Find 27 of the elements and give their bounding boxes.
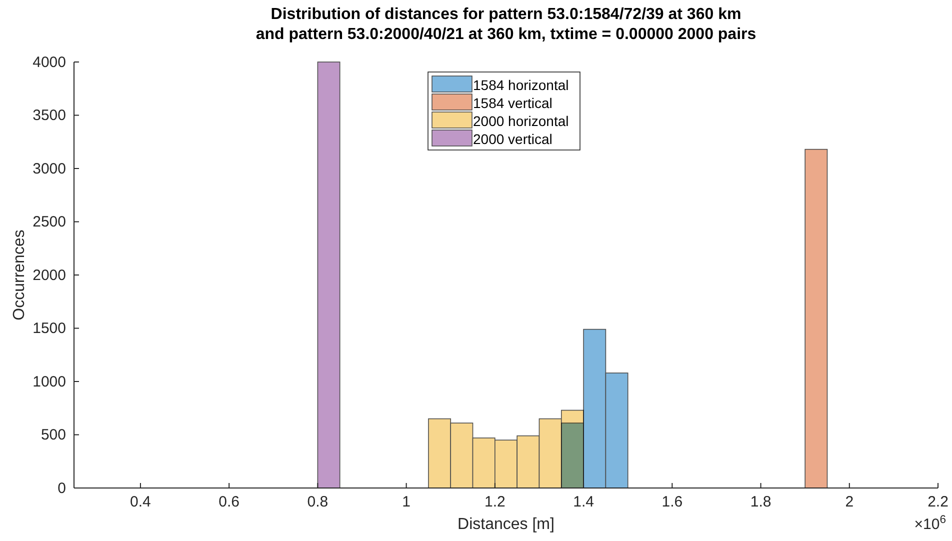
x-tick-label: 1.2 bbox=[484, 494, 506, 511]
legend-label: 2000 horizontal bbox=[473, 113, 569, 129]
y-tick-label: 0 bbox=[58, 480, 66, 497]
y-tick-label: 3000 bbox=[32, 160, 66, 178]
x-tick-label: 1.6 bbox=[662, 494, 683, 511]
x-tick-label: 2 bbox=[845, 494, 854, 511]
y-tick-label: 2000 bbox=[32, 266, 66, 284]
y-tick-label: 4000 bbox=[32, 54, 66, 71]
y-axis-title: Occurrences bbox=[11, 230, 28, 320]
x-tick-label: 0.6 bbox=[218, 494, 240, 511]
x-tick-label: 1.4 bbox=[573, 494, 594, 511]
x-tick-label: 0.8 bbox=[307, 494, 328, 511]
x-tick-label: 0.4 bbox=[130, 494, 151, 511]
x-tick-label: 1 bbox=[402, 494, 410, 511]
y-tick-label: 500 bbox=[40, 426, 66, 444]
chart-title: Distribution of distances for pattern 53.0:1584/72/39 at 360 km and pattern 53.0:2000/40/21 at 360 km, txtime = 0.00000 2000 pairs bbox=[256, 6, 756, 43]
text: ×10$^{6}$ bbox=[914, 514, 946, 533]
x-tick-label: 1.8 bbox=[750, 494, 772, 511]
legend-label: 1584 vertical bbox=[473, 95, 552, 111]
legend-label: 1584 horizontal bbox=[473, 77, 569, 93]
x-tick-label: 2.2 bbox=[928, 494, 948, 511]
x-axis-title: Distances [m] bbox=[458, 516, 554, 533]
y-tick-label: 1500 bbox=[32, 320, 66, 338]
y-tick-label: 2500 bbox=[32, 214, 66, 231]
y-tick-label: 1000 bbox=[32, 373, 66, 390]
legend-label: 2000 vertical bbox=[473, 131, 552, 147]
y-tick-label: 3500 bbox=[32, 107, 66, 124]
